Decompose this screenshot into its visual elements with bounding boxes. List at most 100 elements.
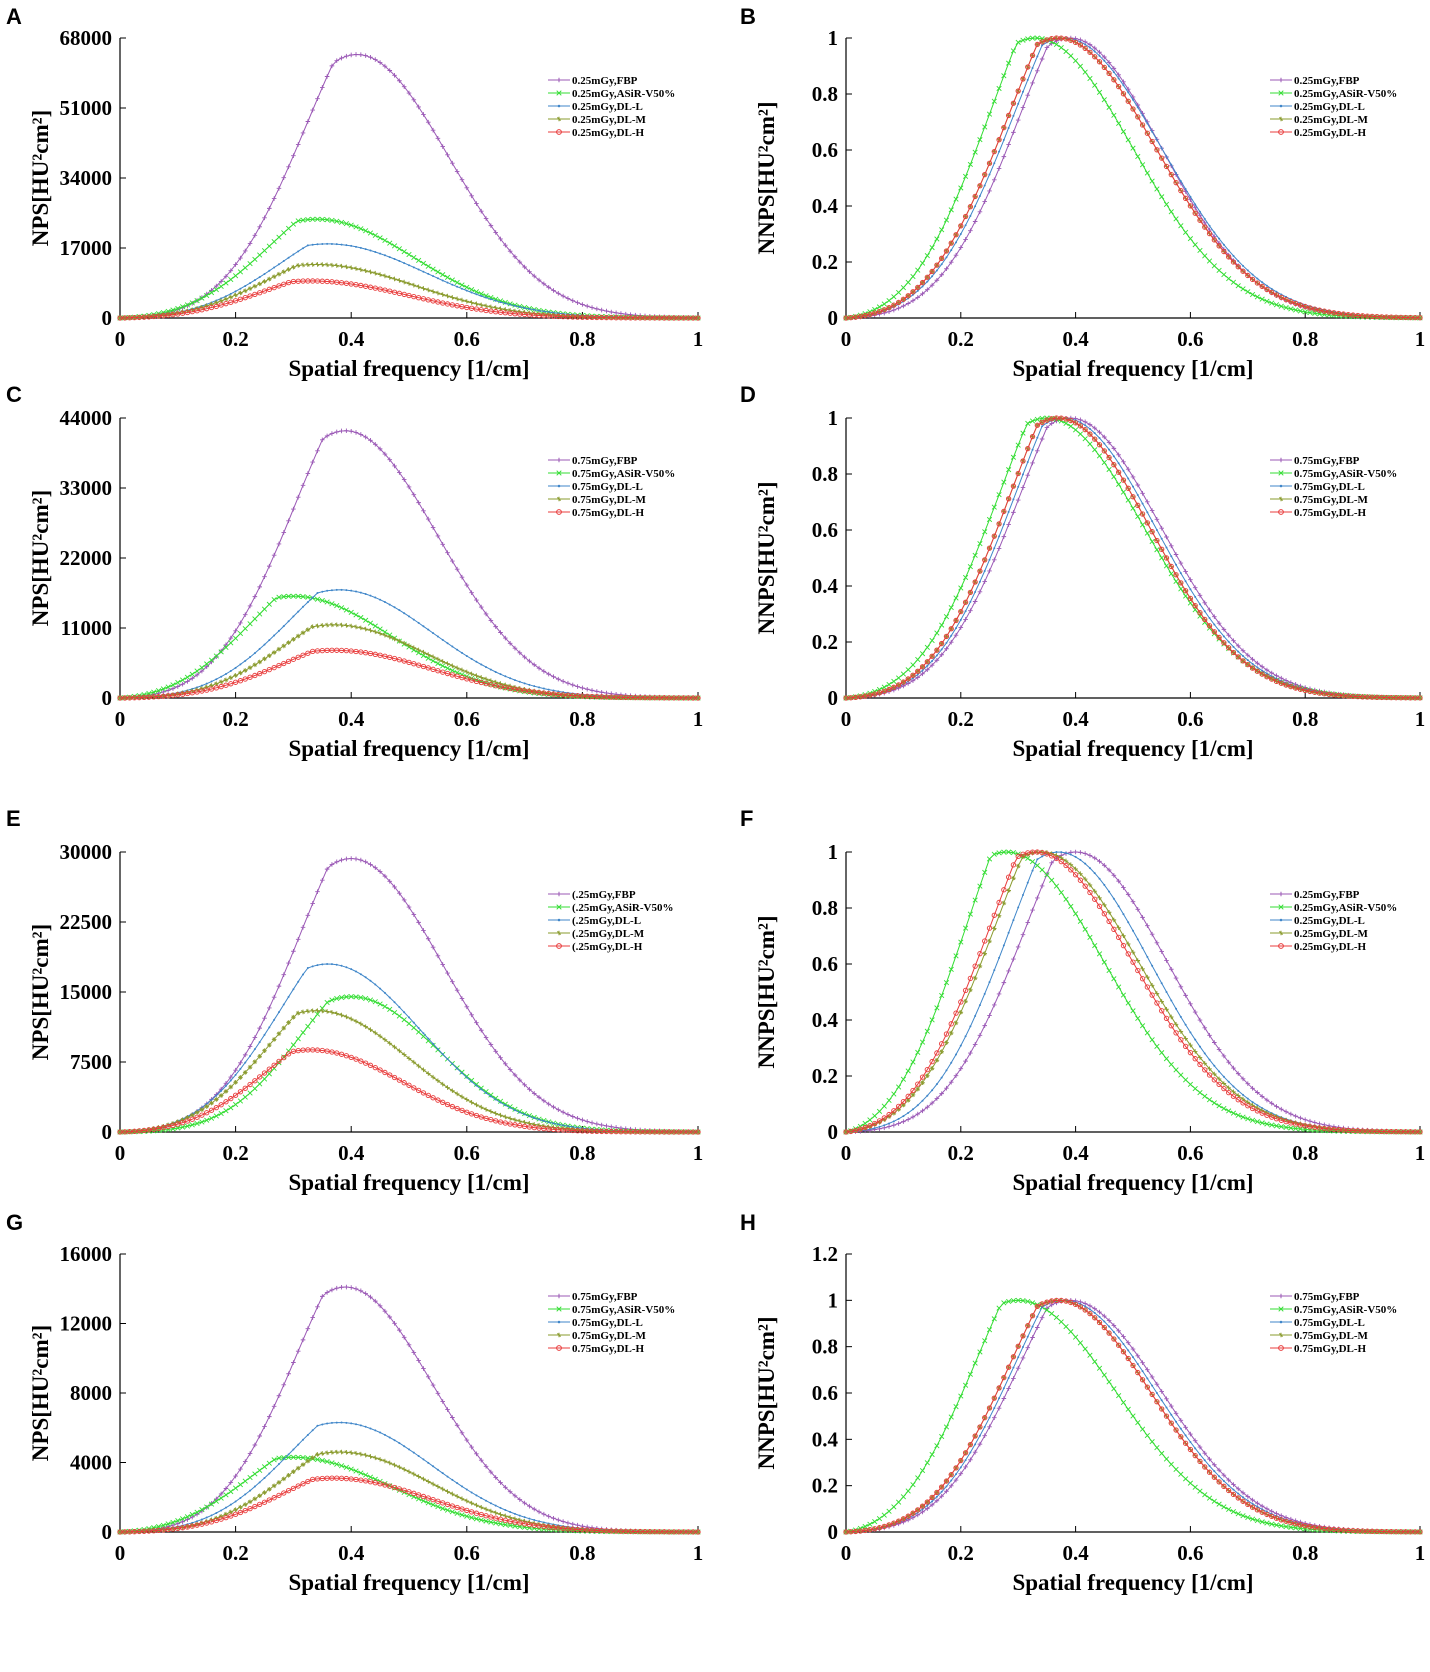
- data-point: [267, 276, 272, 282]
- data-point: [215, 678, 218, 681]
- data-point: [459, 304, 465, 310]
- data-point: [1194, 1038, 1197, 1041]
- data-point: [1235, 1071, 1241, 1076]
- data-point: [1077, 918, 1083, 925]
- data-point: [1249, 276, 1256, 283]
- y-axis-title: NPS[HU²cm²]: [28, 924, 53, 1060]
- data-point: [398, 260, 401, 263]
- data-point: [1173, 1466, 1179, 1473]
- data-point: [556, 1517, 561, 1523]
- data-point: [1025, 445, 1031, 452]
- data-point: [345, 966, 348, 969]
- data-point: [257, 1501, 263, 1508]
- data-point: [1006, 849, 1012, 855]
- data-point: [925, 667, 930, 673]
- data-point: [1149, 1374, 1155, 1380]
- data-point: [300, 1481, 306, 1487]
- data-point: [300, 1462, 306, 1467]
- data-point: [991, 1002, 997, 1008]
- data-point: [401, 1487, 407, 1493]
- data-point: [362, 650, 369, 656]
- data-point: [228, 1513, 234, 1519]
- data-point: [450, 663, 455, 669]
- data-point: [964, 610, 967, 613]
- y-tick-label: 0: [102, 1520, 113, 1544]
- data-point: [425, 652, 431, 657]
- data-point: [194, 1114, 200, 1120]
- data-point: [253, 652, 256, 655]
- data-point: [411, 282, 417, 288]
- data-point: [1250, 657, 1255, 662]
- data-point: [1092, 1306, 1098, 1311]
- data-point: [507, 1121, 513, 1127]
- data-point: [170, 682, 176, 688]
- data-point: [886, 297, 892, 304]
- data-point: [546, 284, 551, 290]
- data-point: [1049, 421, 1054, 426]
- data-point: [368, 269, 373, 275]
- data-point: [1211, 1077, 1217, 1083]
- data-point: [363, 626, 368, 632]
- data-point: [1130, 1008, 1136, 1014]
- data-point: [314, 1456, 321, 1463]
- data-point: [247, 621, 253, 627]
- data-point: [1240, 268, 1246, 274]
- data-point: [1079, 40, 1082, 43]
- data-point: [175, 684, 181, 689]
- data-point: [271, 1062, 277, 1068]
- data-point: [411, 1471, 417, 1477]
- data-point: [901, 303, 906, 309]
- data-point: [924, 1028, 930, 1034]
- data-point: [1222, 635, 1225, 638]
- data-point: [450, 979, 455, 984]
- data-point: [867, 1123, 873, 1129]
- data-point: [1130, 505, 1136, 511]
- data-point: [1078, 850, 1083, 855]
- data-point: [1111, 872, 1117, 878]
- data-point: [1198, 210, 1201, 213]
- data-point: [179, 1525, 186, 1531]
- data-point: [189, 1122, 195, 1128]
- data-point: [267, 653, 272, 659]
- data-point: [189, 1523, 195, 1529]
- x-tick-label: 0.8: [569, 1141, 595, 1165]
- data-point: [489, 1502, 492, 1505]
- series-5: [843, 849, 1423, 1135]
- data-point: [266, 1460, 272, 1466]
- data-point: [523, 1516, 526, 1519]
- data-point: [1197, 1488, 1203, 1494]
- data-point: [1292, 1121, 1299, 1127]
- y-tick-label: 0.4: [812, 1427, 839, 1451]
- data-point: [493, 624, 498, 629]
- data-point: [340, 964, 343, 967]
- data-point: [920, 1080, 925, 1085]
- data-point: [924, 253, 930, 259]
- data-point: [1251, 273, 1254, 276]
- data-point: [155, 1523, 162, 1530]
- data-point: [1168, 563, 1174, 570]
- data-point: [1151, 964, 1154, 967]
- data-point: [435, 1504, 441, 1510]
- data-point: [934, 1443, 940, 1449]
- data-point: [300, 924, 306, 930]
- data-point: [943, 1031, 950, 1037]
- data-point: [300, 1029, 306, 1036]
- data-point: [310, 1455, 315, 1461]
- data-point: [1197, 213, 1203, 218]
- data-point: [483, 1463, 489, 1469]
- data-point: [396, 290, 403, 296]
- data-point: [300, 217, 306, 223]
- data-point: [464, 676, 470, 682]
- data-point: [406, 281, 412, 286]
- data-point: [1093, 1311, 1096, 1314]
- data-point: [474, 1020, 479, 1025]
- data-point: [509, 303, 512, 306]
- data-point: [292, 1448, 295, 1451]
- data-point: [425, 263, 431, 269]
- data-point: [1026, 78, 1029, 81]
- data-point: [285, 593, 292, 599]
- x-axis-title: Spatial frequency [1/cm]: [288, 356, 529, 381]
- data-point: [316, 1424, 319, 1427]
- data-point: [1029, 418, 1036, 424]
- data-point: [257, 659, 262, 665]
